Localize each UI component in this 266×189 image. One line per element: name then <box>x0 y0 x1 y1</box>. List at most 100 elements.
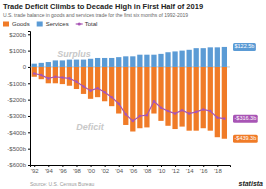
point <box>153 100 156 103</box>
value-labels: -$439.3b$122.5b-$316.3b <box>233 43 258 143</box>
y-tick-label: -$100b <box>7 81 26 87</box>
point <box>96 87 99 90</box>
x-tick-label: '08 <box>143 168 151 174</box>
y-tick: -$100b <box>7 81 30 87</box>
bar <box>53 60 58 67</box>
bar <box>144 55 149 67</box>
x-tick-mark <box>34 165 35 167</box>
x-tick: '18 <box>214 165 222 174</box>
bar <box>222 67 227 139</box>
bar <box>116 57 121 67</box>
x-tick-label: '92 <box>31 168 39 174</box>
x-tick-label: '16 <box>200 168 208 174</box>
bar <box>46 62 51 67</box>
bar <box>208 47 213 67</box>
y-tick-mark <box>28 149 30 150</box>
x-tick: '98 <box>73 165 81 174</box>
point <box>103 91 106 94</box>
line <box>34 73 224 120</box>
point <box>209 110 212 113</box>
point <box>195 111 198 114</box>
y-tick-mark <box>28 165 30 166</box>
x-axis: '92'94'96'98'00'02'04'06'08'10'12'14'16'… <box>31 165 231 174</box>
x-tick-mark <box>62 165 63 167</box>
y-axis-line <box>28 32 31 166</box>
x-tick-mark <box>161 165 162 167</box>
bar <box>151 55 156 67</box>
bar <box>172 51 177 67</box>
x-tick-label: '02 <box>101 168 109 174</box>
bar <box>95 58 100 67</box>
y-tick: -$400b <box>7 130 30 136</box>
x-tick: '00 <box>87 165 95 174</box>
x-tick: '16 <box>200 165 208 174</box>
bar <box>109 67 114 106</box>
y-tick-mark <box>28 34 30 35</box>
x-tick: '06 <box>129 165 137 174</box>
bar <box>194 48 199 67</box>
x-tick-mark <box>147 165 148 167</box>
point <box>75 80 78 83</box>
y-tick-label: -$400b <box>7 130 26 136</box>
bar <box>215 47 220 67</box>
point <box>167 110 170 113</box>
bar <box>172 67 177 129</box>
bar <box>201 48 206 67</box>
y-tick-mark <box>28 116 30 117</box>
point <box>181 109 184 112</box>
bar <box>201 67 206 128</box>
x-tick-label: '96 <box>59 168 67 174</box>
credit: statista <box>238 180 263 187</box>
legend-item: Goods <box>3 21 30 27</box>
point <box>146 114 149 117</box>
annotations: SurplusDeficit <box>57 49 105 131</box>
value-label-box <box>233 115 258 123</box>
point <box>139 115 142 118</box>
legend-item: Services <box>37 21 69 27</box>
y-tick-mark <box>28 83 30 84</box>
y-tick-mark <box>28 67 30 68</box>
title: Trade Deficit Climbs to Decade High in F… <box>3 2 203 11</box>
bar <box>123 56 128 67</box>
x-tick-label: '00 <box>87 168 95 174</box>
point <box>124 113 127 116</box>
point <box>223 117 226 120</box>
line-series <box>33 72 226 122</box>
point <box>117 102 120 105</box>
bar <box>137 55 142 67</box>
bar <box>137 67 142 128</box>
legend-item: Total <box>76 21 98 27</box>
x-tick-mark <box>76 165 77 167</box>
legend-label: Services <box>46 21 69 27</box>
bar <box>46 67 51 83</box>
annotation: Surplus <box>57 49 91 59</box>
value-label-text: $122.5b <box>235 43 255 49</box>
bar <box>60 67 65 84</box>
x-tick-mark <box>105 165 106 167</box>
bar-series <box>32 67 227 139</box>
legend-swatch <box>37 22 43 27</box>
bar <box>187 67 192 131</box>
x-tick-label: '94 <box>45 168 53 174</box>
value-label-box <box>233 43 256 51</box>
y-tick-mark <box>28 100 30 101</box>
bar <box>88 59 93 67</box>
bar <box>158 67 163 121</box>
point <box>160 107 163 110</box>
x-tick-mark <box>203 165 204 167</box>
bar <box>130 67 135 132</box>
point <box>202 108 205 111</box>
x-tick-mark <box>48 165 49 167</box>
x-tick: '96 <box>59 165 67 174</box>
bar <box>109 58 114 67</box>
legend: Goods Services Total <box>3 21 97 27</box>
bar <box>194 67 199 131</box>
y-tick: -$200b <box>7 97 30 103</box>
x-tick-mark <box>119 165 120 167</box>
y-tick: -$500b <box>7 146 30 152</box>
bar <box>151 67 156 114</box>
point <box>40 74 43 77</box>
x-tick: '08 <box>143 165 151 174</box>
point <box>188 112 191 115</box>
x-tick: '14 <box>186 165 194 174</box>
